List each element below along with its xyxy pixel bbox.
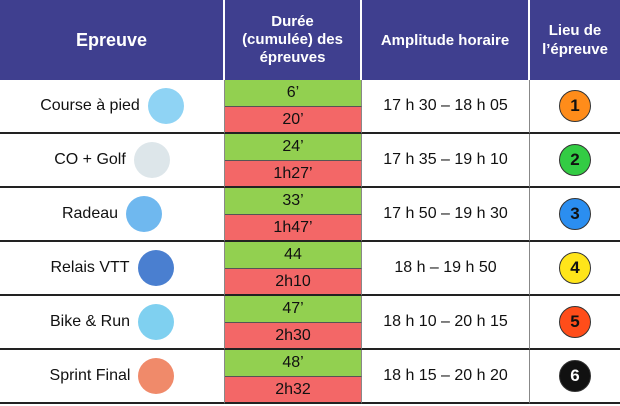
duree-cell: 2h32 xyxy=(225,377,362,404)
lieu-cell: 3 xyxy=(530,188,620,242)
lieu-marker: 4 xyxy=(559,252,591,284)
header-cell: Amplitude horaire xyxy=(362,0,530,80)
duree-cell: 47’ xyxy=(225,296,362,323)
header-text: Lieu de xyxy=(548,22,602,39)
epreuve-cell: Course à pied xyxy=(0,80,225,134)
icon xyxy=(133,142,170,178)
epreuve-text: Bike & Run xyxy=(49,313,131,330)
amplitude-cell: 17 h 50 – 19 h 30 xyxy=(362,188,530,242)
amplitude-cell: 17 h 35 – 19 h 10 xyxy=(362,134,530,188)
icon xyxy=(126,196,163,232)
lieu-cell: 5 xyxy=(530,296,620,350)
duree-cell: 1h27’ xyxy=(225,161,362,188)
amplitude-cell: 18 h – 19 h 50 xyxy=(362,242,530,296)
amplitude-cell: 17 h 30 – 18 h 05 xyxy=(362,80,530,134)
duree-cell: 2h30 xyxy=(225,323,362,350)
icon xyxy=(137,250,174,286)
duree-cell: 44 xyxy=(225,242,362,269)
epreuve-cell: Bike & Run xyxy=(0,296,225,350)
icon xyxy=(147,88,184,124)
icon xyxy=(138,358,175,394)
lieu-marker: 5 xyxy=(559,306,591,338)
lieu-marker: 3 xyxy=(559,198,591,230)
lieu-marker: 2 xyxy=(559,144,591,176)
header-cell: Durée (cumulée) des épreuves xyxy=(225,0,362,80)
header-cell: Epreuve xyxy=(0,0,225,80)
epreuve-text: Course à pied xyxy=(40,97,140,114)
lieu-marker: 6 xyxy=(559,360,591,392)
lieu-cell: 6 xyxy=(530,350,620,404)
epreuve-cell: Radeau xyxy=(0,188,225,242)
lieu-cell: 1 xyxy=(530,80,620,134)
duree-cell: 2h10 xyxy=(225,269,362,296)
header-text: l’épreuve xyxy=(542,41,608,58)
header-text: (cumulée) des xyxy=(242,31,343,48)
lieu-cell: 2 xyxy=(530,134,620,188)
amplitude-cell: 18 h 10 – 20 h 15 xyxy=(362,296,530,350)
epreuve-cell: Sprint Final xyxy=(0,350,225,404)
epreuve-text: Relais VTT xyxy=(50,259,130,276)
epreuve-text: CO + Golf xyxy=(54,151,126,168)
epreuve-cell: CO + Golf xyxy=(0,134,225,188)
epreuve-text: Radeau xyxy=(61,205,119,222)
header-text: Amplitude horaire xyxy=(380,31,510,49)
duree-cell: 33’ xyxy=(225,188,362,215)
epreuve-text: Sprint Final xyxy=(49,367,131,384)
duree-cell: 1h47’ xyxy=(225,215,362,242)
duree-cell: 24’ xyxy=(225,134,362,161)
duree-cell: 48’ xyxy=(225,350,362,377)
duree-cell: 6’ xyxy=(225,80,362,107)
duree-cell: 20’ xyxy=(225,107,362,134)
header-text: Durée xyxy=(271,13,314,30)
lieu-marker: 1 xyxy=(559,90,591,122)
header-text: épreuves xyxy=(259,49,326,66)
header-cell: Lieu de l’épreuve xyxy=(530,0,620,80)
epreuve-cell: Relais VTT xyxy=(0,242,225,296)
lieu-cell: 4 xyxy=(530,242,620,296)
amplitude-cell: 18 h 15 – 20 h 20 xyxy=(362,350,530,404)
header-text: Epreuve xyxy=(75,29,148,50)
icon xyxy=(138,304,175,340)
